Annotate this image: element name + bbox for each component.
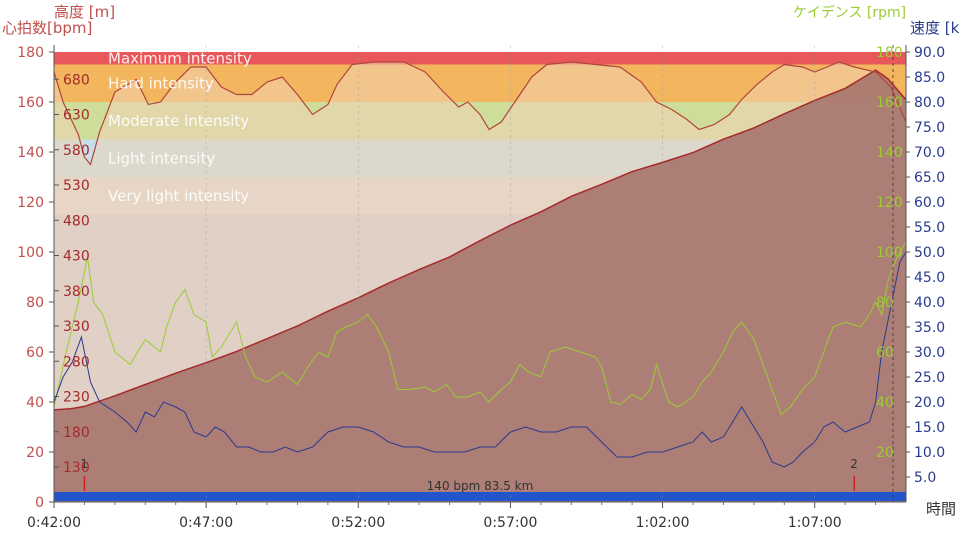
- elev-tick-130: 130: [63, 460, 90, 476]
- elev-tick-330: 330: [63, 319, 90, 335]
- hr-tick-60: 60: [26, 345, 44, 361]
- elev-tick-180: 180: [63, 425, 90, 441]
- speed-tick-75.0: 75.0: [914, 120, 945, 136]
- x-tick-2: 0:52:00: [331, 515, 385, 531]
- elev-tick-380: 380: [63, 284, 90, 300]
- speed-tick-40.0: 40.0: [914, 295, 945, 311]
- speed-tick-10.0: 10.0: [914, 445, 945, 461]
- heart-rate-line: [53, 61, 907, 166]
- speed-tick-35.0: 35.0: [914, 320, 945, 336]
- x-tick-5: 1:07:00: [788, 515, 842, 531]
- cad-tick-100: 100: [876, 245, 903, 261]
- speed-tick-65.0: 65.0: [914, 170, 945, 186]
- speed-tick-60.0: 60.0: [914, 195, 945, 211]
- cad-tick-140: 140: [876, 145, 903, 161]
- elev-tick-480: 480: [63, 213, 90, 229]
- speed-tick-5.0: 5.0: [914, 470, 936, 486]
- zone-band-0: [54, 52, 906, 65]
- elev-tick-580: 580: [63, 143, 90, 159]
- zone-label-2: Moderate intensity: [108, 112, 249, 130]
- chart-series: [53, 61, 907, 502]
- cad-tick-40: 40: [876, 395, 894, 411]
- speed-tick-80.0: 80.0: [914, 95, 945, 111]
- elev-tick-280: 280: [63, 354, 90, 370]
- zone-labels: Maximum intensity Hard intensity Moderate …: [108, 49, 252, 205]
- chart-axes: 0204060801001201401601801301802302803303…: [17, 45, 945, 531]
- elevation-axis-title: 高度 [m]: [54, 3, 115, 21]
- hr-tick-80: 80: [26, 295, 44, 311]
- hr-tick-160: 160: [17, 95, 44, 111]
- speed-tick-85.0: 85.0: [914, 70, 945, 86]
- cad-tick-120: 120: [876, 195, 903, 211]
- zone-label-3: Light intensity: [108, 149, 215, 167]
- hr-tick-0: 0: [35, 495, 44, 511]
- cadence-line: [53, 241, 907, 416]
- elev-tick-680: 680: [63, 72, 90, 88]
- elev-tick-230: 230: [63, 390, 90, 406]
- cad-tick-60: 60: [876, 345, 894, 361]
- x-tick-1: 0:47:00: [179, 515, 233, 531]
- speed-line: [53, 251, 907, 468]
- speed-tick-20.0: 20.0: [914, 395, 945, 411]
- x-tick-3: 0:57:00: [483, 515, 537, 531]
- speed-axis-title: 速度 [k: [910, 19, 960, 37]
- cadence-axis-title: ケイデンス [rpm]: [793, 4, 906, 21]
- zone-label-1: Hard intensity: [108, 74, 214, 92]
- distance-label: 140 bpm 83.5 km: [427, 479, 534, 493]
- hr-tick-20: 20: [26, 445, 44, 461]
- cad-tick-160: 160: [876, 95, 903, 111]
- elev-tick-630: 630: [63, 108, 90, 124]
- speed-tick-15.0: 15.0: [914, 420, 945, 436]
- elev-tick-430: 430: [63, 249, 90, 265]
- hr-tick-140: 140: [17, 145, 44, 161]
- cad-tick-80: 80: [876, 295, 894, 311]
- zone-label-4: Very light intensity: [108, 187, 249, 205]
- speed-tick-55.0: 55.0: [914, 220, 945, 236]
- heart-rate-axis-title: 心拍数[bpm]: [2, 19, 92, 37]
- distance-band: [54, 492, 906, 501]
- speed-tick-45.0: 45.0: [914, 270, 945, 286]
- x-tick-4: 1:02:00: [636, 515, 690, 531]
- hr-tick-180: 180: [17, 45, 44, 61]
- x-tick-0: 0:42:00: [27, 515, 81, 531]
- speed-tick-25.0: 25.0: [914, 370, 945, 386]
- elev-tick-530: 530: [63, 178, 90, 194]
- hr-tick-100: 100: [17, 245, 44, 261]
- cad-tick-180: 180: [876, 45, 903, 61]
- lap-marker-label-1: 1: [80, 457, 88, 471]
- elevation-area: [54, 70, 906, 502]
- speed-tick-30.0: 30.0: [914, 345, 945, 361]
- hr-tick-120: 120: [17, 195, 44, 211]
- lap-marker-label-2: 2: [850, 457, 858, 471]
- grid-lines: [205, 45, 894, 502]
- hr-tick-40: 40: [26, 395, 44, 411]
- elevation-line: [53, 69, 907, 411]
- time-axis-title: 時間: [926, 500, 956, 518]
- speed-tick-70.0: 70.0: [914, 145, 945, 161]
- zone-label-0: Maximum intensity: [108, 49, 252, 67]
- speed-tick-90.0: 90.0: [914, 45, 945, 61]
- cad-tick-20: 20: [876, 445, 894, 461]
- speed-tick-50.0: 50.0: [914, 245, 945, 261]
